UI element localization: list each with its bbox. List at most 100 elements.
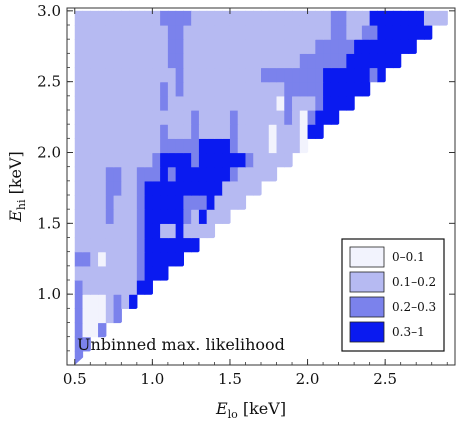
heatmap-cell <box>160 53 169 69</box>
heatmap-cell <box>113 110 122 125</box>
heatmap-cell <box>253 152 262 168</box>
heatmap-cell <box>222 95 231 111</box>
heatmap-cell <box>323 53 332 69</box>
heatmap-cell <box>121 124 130 139</box>
heatmap-cell <box>82 336 91 352</box>
heatmap-cell <box>191 180 200 196</box>
heatmap-cell <box>121 152 130 168</box>
heatmap-cell <box>175 209 184 224</box>
heatmap-cell <box>136 195 146 210</box>
heatmap-cell <box>90 67 99 83</box>
heatmap-cell <box>136 265 146 281</box>
heatmap-cell <box>90 294 99 309</box>
heatmap-cell <box>144 138 153 154</box>
heatmap-cell <box>121 53 130 69</box>
heatmap-cell <box>175 166 184 182</box>
heatmap-cell <box>121 265 130 281</box>
heatmap-cell <box>206 223 216 239</box>
heatmap-cell <box>261 53 270 69</box>
heatmap-cell <box>136 10 146 26</box>
heatmap-cell <box>129 10 138 26</box>
heatmap-cell <box>268 124 278 139</box>
heatmap-cell <box>183 209 192 224</box>
heatmap-cell <box>191 25 200 40</box>
heatmap-cell <box>261 124 270 139</box>
heatmap-cell <box>276 39 285 54</box>
heatmap-cell <box>175 110 184 125</box>
heatmap-cell <box>175 10 184 26</box>
heatmap-cell <box>222 10 231 26</box>
y-tick-label: 2.0 <box>37 144 61 162</box>
heatmap-cell <box>136 67 146 83</box>
heatmap-cell <box>74 138 84 154</box>
heatmap-cell <box>113 251 122 267</box>
heatmap-cell <box>90 152 99 168</box>
heatmap-cell <box>144 53 153 69</box>
heatmap-cell <box>98 138 107 154</box>
heatmap-cell <box>292 25 301 40</box>
heatmap-cell <box>307 39 316 54</box>
heatmap-cell <box>136 110 146 125</box>
heatmap-cell <box>136 81 146 97</box>
heatmap-cell <box>175 180 184 196</box>
heatmap-cell <box>113 308 122 324</box>
heatmap-cell <box>191 237 200 253</box>
heatmap-cell <box>152 195 161 210</box>
heatmap-cell <box>214 81 223 97</box>
heatmap-cell <box>292 124 301 139</box>
y-axis-title: Ehi [keV] <box>6 151 28 223</box>
heatmap-cell <box>129 25 138 40</box>
heatmap-cell <box>330 110 340 125</box>
heatmap-cell <box>82 39 91 54</box>
heatmap-cell <box>268 10 278 26</box>
heatmap-cell <box>98 152 107 168</box>
heatmap-cell <box>222 138 231 154</box>
heatmap-cell <box>191 110 200 125</box>
heatmap-cell <box>121 166 130 182</box>
heatmap-cell <box>229 195 239 210</box>
heatmap-cell <box>315 10 324 26</box>
heatmap-cell <box>175 67 184 83</box>
heatmap-cell <box>74 195 84 210</box>
heatmap-cell <box>222 209 231 224</box>
heatmap-cell <box>152 95 161 111</box>
heatmap-cell <box>152 25 161 40</box>
heatmap-cell <box>377 39 386 54</box>
heatmap-cell <box>113 166 122 182</box>
heatmap-cell <box>338 39 347 54</box>
heatmap-cell <box>105 25 115 40</box>
heatmap-cell <box>276 81 285 97</box>
heatmap-cell <box>113 195 122 210</box>
heatmap-cell <box>152 223 161 239</box>
heatmap-cell <box>136 180 146 196</box>
heatmap-cell <box>175 39 184 54</box>
heatmap-cell <box>74 53 84 69</box>
heatmap-cell <box>175 25 184 40</box>
heatmap-cell <box>237 81 247 97</box>
heatmap-cell <box>74 280 84 295</box>
heatmap-cell <box>400 10 410 26</box>
heatmap-cell <box>129 81 138 97</box>
heatmap-cell <box>74 81 84 97</box>
heatmap-cell <box>299 53 309 69</box>
heatmap-cell <box>167 180 177 196</box>
heatmap-cell <box>377 53 386 69</box>
heatmap-cell <box>121 251 130 267</box>
heatmap-cell <box>431 10 441 26</box>
heatmap-cell <box>82 251 91 267</box>
heatmap-cell <box>136 124 146 139</box>
heatmap-cell <box>105 294 115 309</box>
heatmap-cell <box>113 39 122 54</box>
heatmap-cell <box>90 95 99 111</box>
heatmap-cell <box>284 110 293 125</box>
heatmap-cell <box>214 67 223 83</box>
heatmap-cell <box>292 10 301 26</box>
heatmap-cell <box>160 81 169 97</box>
heatmap-cell <box>229 152 239 168</box>
heatmap-cell <box>229 180 239 196</box>
heatmap-cell <box>98 180 107 196</box>
heatmap-cell <box>222 166 231 182</box>
heatmap-cell <box>136 152 146 168</box>
heatmap-cell <box>113 237 122 253</box>
